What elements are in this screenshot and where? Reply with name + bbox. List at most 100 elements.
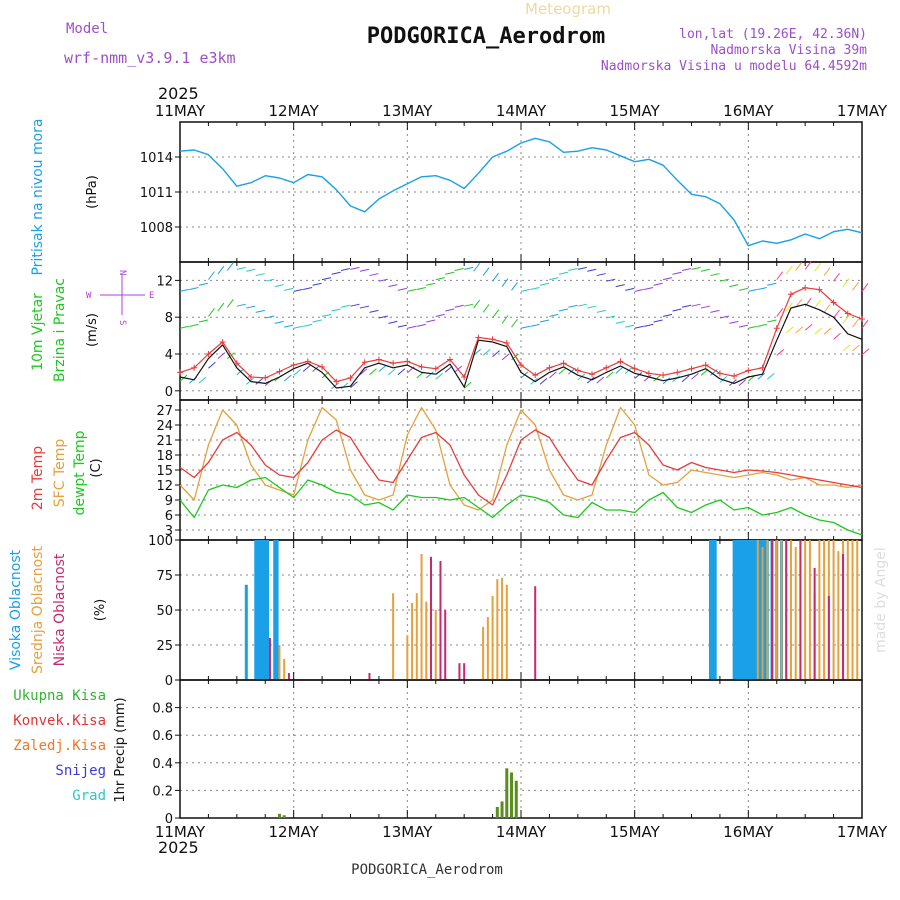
gust-marker [603,364,610,371]
gust-marker [347,374,354,381]
gust-marker [759,364,766,371]
wind-arrow [757,287,767,291]
y-tick-label: 0.6 [152,729,173,744]
cloud-bar [368,673,371,680]
wind-arrow [255,377,264,385]
year-top: 2025 [158,84,199,103]
legend-snijeg: Snijeg [55,763,106,779]
wind-arrow [189,287,199,291]
wind-arrow [672,308,682,312]
gust-marker [518,362,524,369]
wind-arrow [388,368,396,376]
gust-marker [773,325,780,332]
wind-arrow [596,309,606,313]
gust-marker [233,360,240,367]
wind-arrow [179,325,190,329]
wind-arrow [681,267,692,271]
x-day-label-top: 14MAY [496,102,547,120]
compass-w: W [86,291,92,301]
wind-arrow [464,266,474,270]
legend-konvek-kisa: Konvek.Kisa [13,713,106,729]
cloud-bar [254,540,258,680]
wind-arrow [321,277,332,281]
x-day-label-bottom: 17MAY [837,823,888,841]
gust-marker [660,372,667,379]
footer-station: PODGORICA_Aerodrom [351,862,503,878]
wind-arrow [577,303,587,307]
cloud-bar [444,610,447,680]
gust-marker [589,371,596,378]
wind-arrow [823,327,832,335]
cloud-bar [406,635,409,680]
y-tick-label: 27 [156,404,173,419]
wind-arrow [795,326,804,334]
y-tick-label: 15 [156,464,173,479]
wind-arrow [511,282,518,291]
wind-arrow [473,349,481,356]
cloud-bar [761,547,764,680]
gust-marker [674,369,681,376]
wind-arrow [283,374,292,382]
wind-arrow [189,323,199,327]
wind-arrow [236,266,246,270]
cloud-bar [278,645,281,680]
gust-marker [745,367,752,374]
y-tick-label: 24 [156,419,173,434]
wind-arrow [293,325,303,329]
wind-arrow [776,349,785,356]
wind-arrow [842,344,851,352]
wind-arrow [719,315,730,319]
compass-s: S [117,320,127,325]
gust-marker [546,364,553,371]
wind-arrow [407,325,417,329]
cloud-bar [268,638,271,680]
wind-arrow [198,282,209,286]
y-tick-label: 12 [156,479,173,494]
wind-arrow [226,262,234,271]
wind-arrow [644,287,654,291]
wind-arrow [416,323,426,327]
wind-arrow [369,368,377,376]
y-tick-label: 75 [156,569,173,584]
gust-marker [390,360,397,367]
pressure-line [179,137,863,247]
x-day-label-top: 17MAY [837,102,888,120]
wind-arrow [321,313,332,317]
gust-marker [731,373,738,380]
wind-arrow [435,372,444,380]
wind-arrow [520,325,531,329]
wind-arrow [340,382,349,390]
cloud-bar [261,540,265,680]
lonlat-text: lon,lat (19.26E, 42.36N) [679,27,867,42]
wind-arrow [823,267,831,276]
wind-arrow [208,271,215,280]
wind-arrow [766,372,775,380]
wind-arrow [302,365,311,372]
y-tick-label: 0 [165,812,173,827]
wind-arrow [245,377,254,385]
precip-panel: 0 0.2 0.4 0.6 0.8 [152,679,863,827]
x-day-label-bottom: 12MAY [269,823,320,841]
wind-arrow [681,304,692,308]
cloud-bar [425,601,428,680]
wind-ylabel-2: Brzina i Pravac [52,278,68,382]
wind-arrow [558,308,568,312]
cloud-bar [758,540,762,680]
wind-arrow [473,299,481,309]
wind-arrow [833,272,840,282]
x-day-label-top: 13MAY [382,102,433,120]
wind-arrow [388,320,398,324]
gust-marker [688,365,695,372]
cloud-bar [732,540,736,680]
wind-arrow [710,273,720,277]
wind-arrow [445,271,455,275]
wind-arrow [606,315,616,319]
wind-arrow [501,353,510,361]
wind-arrow [804,261,812,270]
wind-arrow [530,287,540,291]
wind-arrow [700,368,709,376]
wind-arrow [757,372,766,380]
model-elevation-text: Nadmorska Visina u modelu 64.4592m [601,59,867,74]
legend-grad: Grad [72,788,106,804]
wind-arrow [738,324,748,328]
